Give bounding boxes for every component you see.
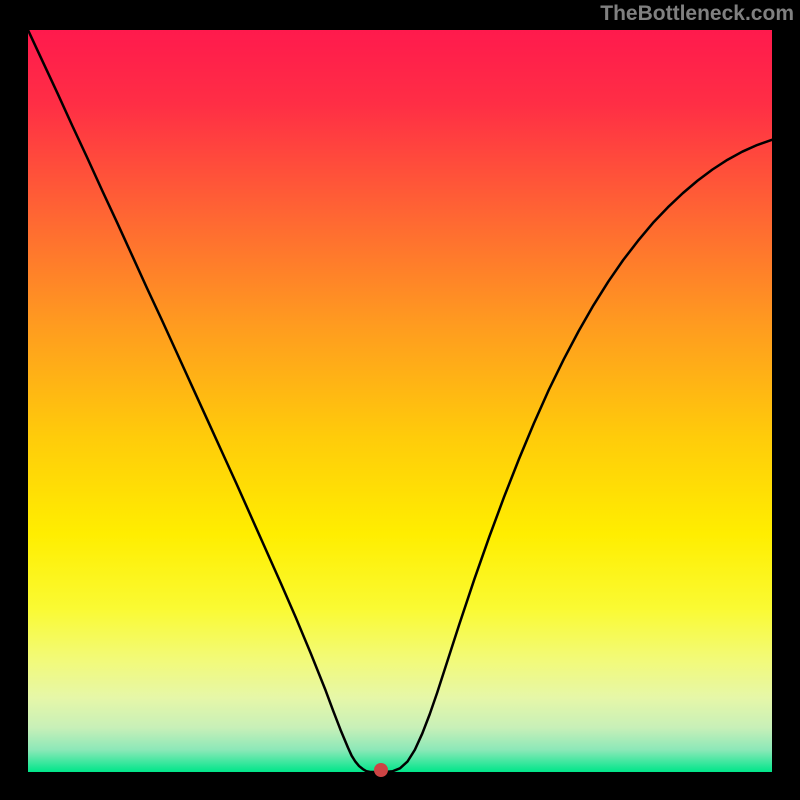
curve-layer [28, 30, 772, 772]
watermark-text: TheBottleneck.com [600, 2, 794, 26]
plot-area [28, 30, 772, 772]
minimum-marker [374, 763, 388, 777]
bottleneck-curve [28, 30, 772, 772]
chart-container: TheBottleneck.com [0, 0, 800, 800]
